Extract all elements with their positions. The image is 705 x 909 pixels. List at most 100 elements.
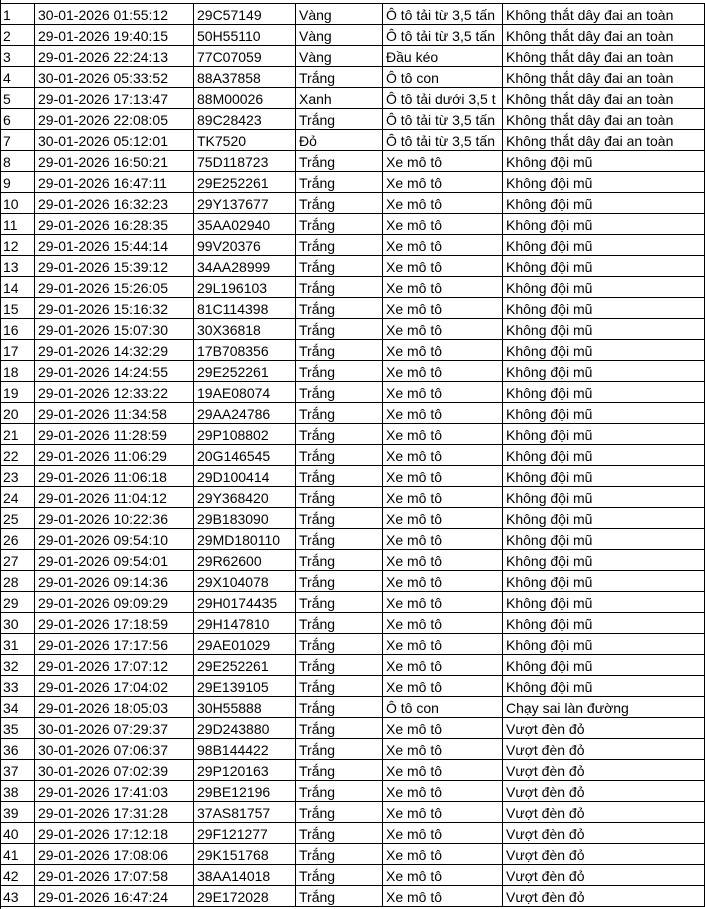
vehicle-type: Xe mô tô [383, 193, 503, 214]
plate-color: Trắng [296, 109, 383, 130]
vehicle-type: Xe mô tô [383, 676, 503, 697]
vehicle-type: Xe mô tô [383, 172, 503, 193]
datetime: 29-01-2026 11:34:58 [35, 403, 194, 424]
datetime: 29-01-2026 09:54:10 [35, 529, 194, 550]
row-number: 19 [0, 382, 35, 403]
violation: Vượt đèn đỏ [503, 739, 705, 760]
vehicle-type: Xe mô tô [383, 466, 503, 487]
plate: 19AE08074 [194, 382, 296, 403]
violation: Không đội mũ [503, 151, 705, 172]
plate-color: Trắng [296, 760, 383, 781]
plate-color: Trắng [296, 193, 383, 214]
plate-color: Trắng [296, 508, 383, 529]
datetime: 29-01-2026 14:32:29 [35, 340, 194, 361]
row-number: 38 [0, 781, 35, 802]
vehicle-type: Xe mô tô [383, 823, 503, 844]
vehicle-type: Ô tô con [383, 67, 503, 88]
vehicle-type: Xe mô tô [383, 781, 503, 802]
datetime: 29-01-2026 15:39:12 [35, 256, 194, 277]
violation: Không đội mũ [503, 382, 705, 403]
row-number: 20 [0, 403, 35, 424]
plate: 29MD180110 [194, 529, 296, 550]
plate: 34AA28999 [194, 256, 296, 277]
plate: 88M00026 [194, 88, 296, 109]
plate-color: Vàng [296, 4, 383, 25]
vehicle-type: Xe mô tô [383, 760, 503, 781]
plate: 29E139105 [194, 676, 296, 697]
violation: Chạy sai làn đường [503, 697, 705, 718]
vehicle-type: Xe mô tô [383, 886, 503, 907]
datetime: 30-01-2026 07:29:37 [35, 718, 194, 739]
datetime: 29-01-2026 17:31:28 [35, 802, 194, 823]
vehicle-type: Xe mô tô [383, 844, 503, 865]
plate-color: Trắng [296, 403, 383, 424]
datetime: 29-01-2026 09:54:01 [35, 550, 194, 571]
datetime: 29-01-2026 11:28:59 [35, 424, 194, 445]
row-number: 27 [0, 550, 35, 571]
plate: 29R62600 [194, 550, 296, 571]
row-number: 8 [0, 151, 35, 172]
left-border [0, 0, 1, 909]
plate-color: Trắng [296, 340, 383, 361]
plate: 29C57149 [194, 4, 296, 25]
plate: 29B183090 [194, 508, 296, 529]
vehicle-type: Xe mô tô [383, 529, 503, 550]
plate-color: Trắng [296, 151, 383, 172]
datetime: 29-01-2026 16:28:35 [35, 214, 194, 235]
row-number: 25 [0, 508, 35, 529]
violation: Không đội mũ [503, 445, 705, 466]
row-number: 41 [0, 844, 35, 865]
plate: 29E252261 [194, 655, 296, 676]
datetime: 29-01-2026 16:32:23 [35, 193, 194, 214]
violation: Vượt đèn đỏ [503, 760, 705, 781]
violation: Vượt đèn đỏ [503, 886, 705, 907]
plate-color: Trắng [296, 697, 383, 718]
datetime: 30-01-2026 05:12:01 [35, 130, 194, 151]
plate: 89C28423 [194, 109, 296, 130]
plate: 29P108802 [194, 424, 296, 445]
datetime: 29-01-2026 12:33:22 [35, 382, 194, 403]
row-number: 10 [0, 193, 35, 214]
datetime: 30-01-2026 01:55:12 [35, 4, 194, 25]
plate: 29H147810 [194, 613, 296, 634]
datetime: 29-01-2026 15:44:14 [35, 235, 194, 256]
plate-color: Vàng [296, 25, 383, 46]
row-number: 43 [0, 886, 35, 907]
plate-color: Trắng [296, 718, 383, 739]
row-number: 37 [0, 760, 35, 781]
violation: Không thắt dây đai an toàn [503, 67, 705, 88]
plate-color: Trắng [296, 781, 383, 802]
datetime: 29-01-2026 17:12:18 [35, 823, 194, 844]
violation: Vượt đèn đỏ [503, 823, 705, 844]
violation: Vượt đèn đỏ [503, 865, 705, 886]
plate-color: Trắng [296, 613, 383, 634]
datetime: 29-01-2026 14:24:55 [35, 361, 194, 382]
plate: 30X36818 [194, 319, 296, 340]
plate-color: Trắng [296, 676, 383, 697]
plate-color: Trắng [296, 424, 383, 445]
datetime: 29-01-2026 17:13:47 [35, 88, 194, 109]
plate-color: Trắng [296, 634, 383, 655]
row-number: 28 [0, 571, 35, 592]
datetime: 30-01-2026 05:33:52 [35, 67, 194, 88]
datetime: 29-01-2026 11:06:18 [35, 466, 194, 487]
plate: 29E252261 [194, 172, 296, 193]
top-border [0, 3, 705, 4]
vehicle-type: Xe mô tô [383, 739, 503, 760]
plate-color: Trắng [296, 823, 383, 844]
plate: TK7520 [194, 130, 296, 151]
vehicle-type: Xe mô tô [383, 403, 503, 424]
row-number: 24 [0, 487, 35, 508]
plate-color: Trắng [296, 361, 383, 382]
plate: 81C114398 [194, 298, 296, 319]
violation: Không đội mũ [503, 466, 705, 487]
violation: Không đội mũ [503, 214, 705, 235]
row-number: 13 [0, 256, 35, 277]
row-number: 5 [0, 88, 35, 109]
vehicle-type: Ô tô tải từ 3,5 tấn [383, 109, 503, 130]
plate-color: Trắng [296, 298, 383, 319]
vehicle-type: Xe mô tô [383, 424, 503, 445]
violation: Không đội mũ [503, 403, 705, 424]
datetime: 29-01-2026 17:41:03 [35, 781, 194, 802]
